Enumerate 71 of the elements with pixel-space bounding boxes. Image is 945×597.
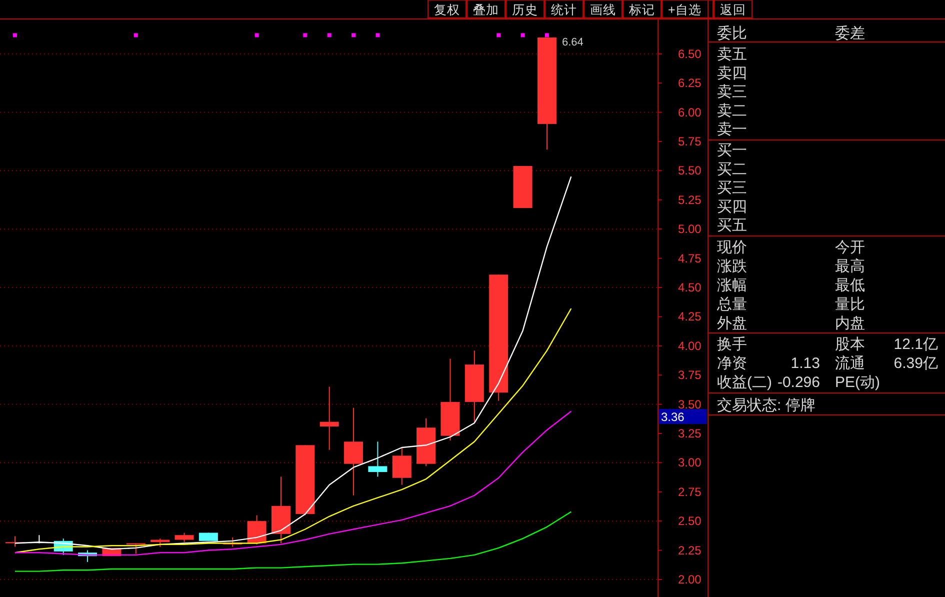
text: 买三 bbox=[717, 180, 747, 197]
text: 涨跌 bbox=[717, 258, 747, 275]
y-tick-label: 5.25 bbox=[678, 192, 702, 207]
y-tick-label: 4.25 bbox=[678, 310, 702, 324]
candlestick bbox=[368, 441, 388, 478]
y-tick-label: 5.00 bbox=[678, 222, 702, 236]
text: +自选 bbox=[668, 3, 702, 17]
text: 最高 bbox=[835, 258, 865, 275]
y-tick-label: 4.75 bbox=[678, 251, 702, 266]
text: 今开 bbox=[835, 239, 865, 256]
text: 内盘 bbox=[835, 315, 865, 332]
text: 卖二 bbox=[717, 102, 747, 120]
text: 收益(二) bbox=[717, 374, 772, 391]
text: 买一 bbox=[717, 142, 747, 159]
y-tick-label: 5.75 bbox=[678, 134, 702, 148]
text: 6.39亿 bbox=[894, 355, 938, 372]
candlestick bbox=[320, 386, 339, 450]
text: 卖四 bbox=[717, 64, 747, 82]
candlestick bbox=[392, 446, 412, 486]
text: 画线 bbox=[590, 3, 616, 17]
text: 返回 bbox=[720, 3, 746, 17]
y-tick-label: 3.50 bbox=[678, 397, 702, 412]
text: 复权 bbox=[434, 3, 460, 17]
y-tick-label: 2.75 bbox=[678, 484, 702, 499]
annotation: 6.64 bbox=[562, 36, 584, 49]
y-tick-label: 6.00 bbox=[678, 105, 702, 120]
candlestick bbox=[174, 532, 194, 543]
y-tick-label: 3.25 bbox=[678, 426, 702, 440]
text: 12.1亿 bbox=[894, 336, 938, 353]
text: 换手 bbox=[717, 336, 747, 353]
y-tick-label: 5.50 bbox=[678, 164, 702, 178]
text: 3.36 bbox=[661, 410, 685, 424]
text: 叠加 bbox=[473, 3, 499, 17]
text: 交易状态: 停牌 bbox=[717, 397, 816, 414]
y-tick-label: 6.50 bbox=[678, 46, 702, 61]
text: 1.13 bbox=[790, 355, 820, 372]
text: 标记 bbox=[628, 3, 655, 17]
y-tick-label: 2.00 bbox=[678, 572, 702, 586]
text: 卖一 bbox=[717, 121, 747, 138]
text: 卖五 bbox=[717, 46, 747, 63]
y-tick-label: 2.25 bbox=[678, 543, 702, 558]
text: 总量 bbox=[716, 296, 747, 313]
text: -0.296 bbox=[777, 374, 820, 391]
text: 外盘 bbox=[717, 315, 747, 332]
y-tick-label: 2.50 bbox=[678, 514, 702, 528]
text: PE(动) bbox=[835, 374, 880, 391]
y-tick-label: 3.00 bbox=[678, 456, 702, 470]
candlestick bbox=[344, 407, 364, 496]
line-series bbox=[14, 410, 572, 556]
y-tick-label: 4.50 bbox=[678, 280, 702, 294]
text: 流通 bbox=[835, 355, 865, 372]
text: 委差 bbox=[835, 25, 865, 42]
text: 股本 bbox=[835, 336, 865, 353]
text: 量比 bbox=[835, 296, 865, 313]
text: 统计 bbox=[551, 3, 577, 17]
text: 买二 bbox=[717, 160, 747, 178]
text: 最低 bbox=[835, 277, 865, 294]
candlestick bbox=[247, 514, 266, 545]
text: 现价 bbox=[717, 239, 747, 256]
y-tick-label: 3.75 bbox=[678, 368, 702, 382]
y-tick-label: 4.00 bbox=[678, 338, 702, 353]
text: 买五 bbox=[717, 217, 747, 234]
text: 净资 bbox=[717, 355, 747, 372]
text: 涨幅 bbox=[717, 277, 747, 294]
line-series bbox=[14, 308, 572, 554]
text: 历史 bbox=[512, 3, 538, 17]
text: 委比 bbox=[717, 25, 747, 42]
line-series bbox=[14, 511, 572, 572]
text: 卖三 bbox=[717, 84, 747, 101]
y-tick-label: 6.25 bbox=[678, 76, 702, 90]
text: 买四 bbox=[717, 198, 747, 216]
